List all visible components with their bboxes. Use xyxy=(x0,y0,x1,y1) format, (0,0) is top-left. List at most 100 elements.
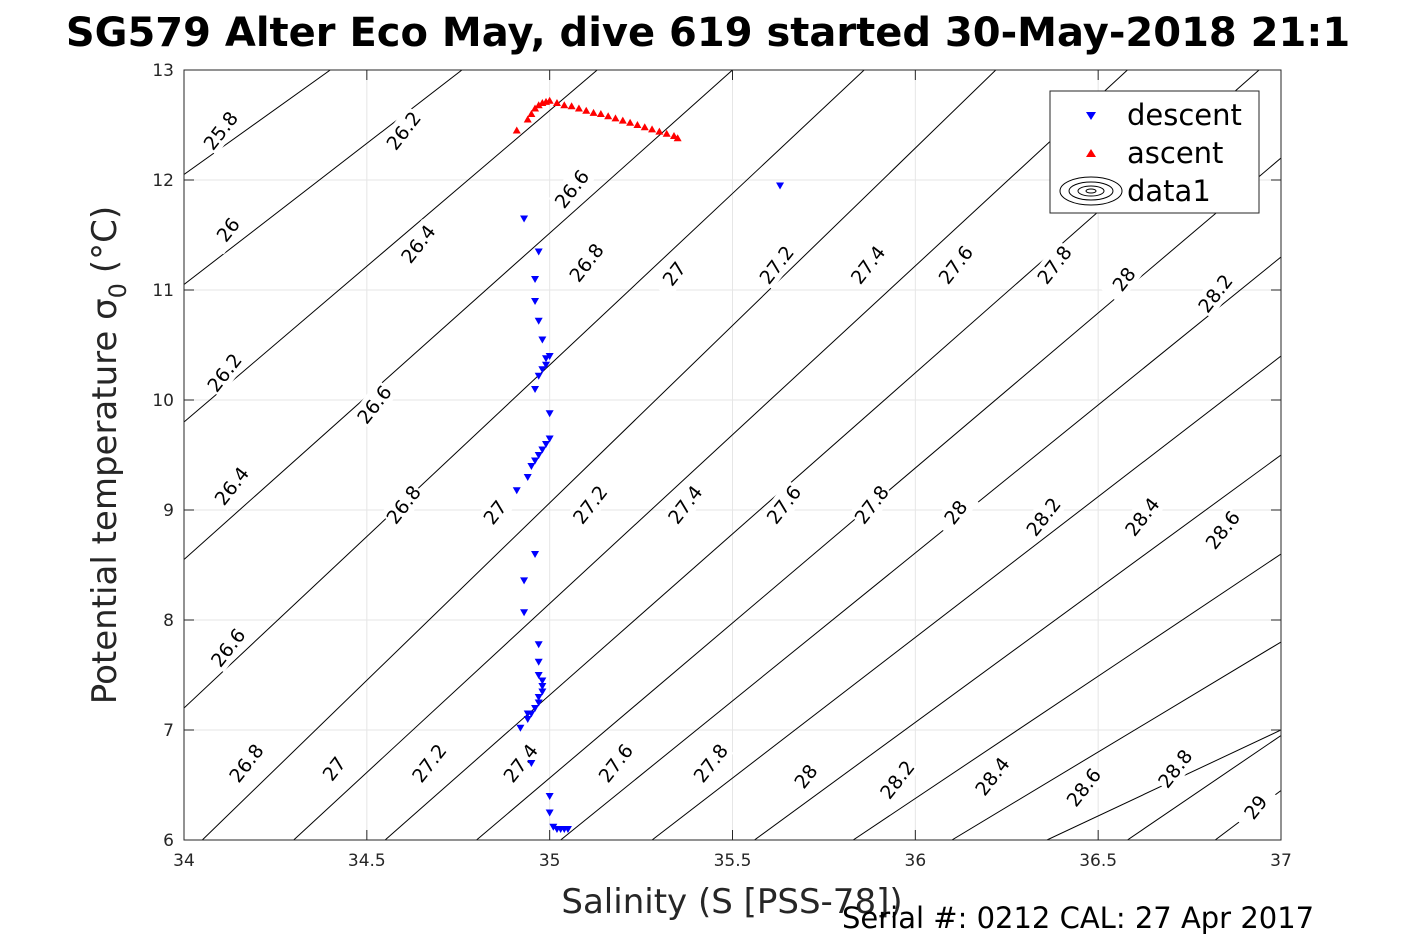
legend-data1-label: data1 xyxy=(1127,174,1211,208)
contour-label-bg xyxy=(760,479,807,530)
descent-point xyxy=(542,361,551,369)
contour-label-bg xyxy=(1192,268,1239,319)
legend-descent-marker xyxy=(1086,112,1096,120)
contour-label-bg xyxy=(223,738,270,788)
descent-point xyxy=(531,705,540,712)
descent-series xyxy=(512,182,785,833)
ascent-point xyxy=(589,108,598,116)
ascent-point xyxy=(662,129,671,137)
contour-label-bg xyxy=(1199,505,1246,555)
contour-label-bg xyxy=(753,239,800,290)
contour-label-bg xyxy=(380,479,427,530)
contour-label-bg xyxy=(204,622,251,673)
ascent-point xyxy=(604,112,613,120)
x-tick-label: 34 xyxy=(173,851,195,871)
contour-label-bg xyxy=(380,105,427,156)
descent-point xyxy=(531,276,540,283)
x-tick-label: 36.5 xyxy=(1079,851,1117,871)
contour-line xyxy=(754,454,1281,840)
contour-label-bg xyxy=(563,237,610,288)
x-ticks: 34 34.5 35 35.5 36 36.5 37 xyxy=(173,70,1292,871)
descent-point xyxy=(538,677,547,685)
contour-label-bg xyxy=(351,379,398,430)
legend-box xyxy=(1049,90,1260,214)
descent-point xyxy=(520,609,529,617)
descent-point xyxy=(545,435,554,443)
contour-line xyxy=(651,355,1281,840)
contour-label-bg xyxy=(208,461,255,511)
contour-label-bg xyxy=(497,738,544,788)
y-tick-label: 12 xyxy=(152,171,174,191)
contour-label-bg xyxy=(782,751,829,801)
contour-label-bg xyxy=(650,248,697,299)
descent-point xyxy=(542,441,551,448)
y-axis-label-main: Potential temperature σ xyxy=(85,298,125,704)
descent-point xyxy=(516,724,525,732)
legend-ascent-label: ascent xyxy=(1127,136,1223,170)
contour-line xyxy=(852,553,1281,840)
y-tick-label: 10 xyxy=(152,391,174,411)
descent-point xyxy=(534,641,543,649)
descent-point xyxy=(538,683,547,690)
contour-label-bg xyxy=(395,219,442,269)
contour-label-bg xyxy=(566,479,613,530)
ascent-point xyxy=(523,115,532,123)
ascent-point xyxy=(673,134,682,142)
y-tick-label: 13 xyxy=(152,61,174,81)
descent-point xyxy=(523,716,532,723)
y-axis-label-sub: 0 xyxy=(104,283,132,298)
y-ticks: 6 7 8 9 10 11 12 13 xyxy=(152,61,1281,851)
ascent-point xyxy=(655,127,664,135)
contour-label-bg xyxy=(1119,491,1166,542)
descent-point xyxy=(534,699,543,707)
legend-ascent-marker xyxy=(1086,149,1096,157)
descent-point xyxy=(545,793,554,800)
contour-label-bg xyxy=(201,347,248,398)
descent-point xyxy=(531,298,540,305)
ascent-point xyxy=(633,121,642,128)
contour-label-bg xyxy=(1020,491,1067,542)
y-tick-label: 8 xyxy=(163,611,174,631)
descent-point xyxy=(520,577,529,585)
ascent-point xyxy=(640,123,649,131)
ascent-point xyxy=(626,118,635,126)
contour-label-bg xyxy=(1100,254,1147,304)
contour-label-bg xyxy=(197,105,244,156)
ascent-point xyxy=(611,114,620,122)
ascent-point xyxy=(618,116,627,124)
contour-label-bg xyxy=(661,479,708,530)
descent-point xyxy=(538,336,547,344)
density-contours xyxy=(184,70,1281,840)
descent-point xyxy=(527,710,536,718)
ascent-point xyxy=(567,102,576,110)
y-tick-label: 9 xyxy=(163,501,174,521)
ascent-point xyxy=(648,125,657,133)
x-tick-label: 37 xyxy=(1270,851,1292,871)
descent-point xyxy=(534,372,543,380)
contour-label-bg xyxy=(932,239,979,290)
contour-line xyxy=(201,70,997,840)
descent-point xyxy=(527,463,536,470)
descent-point xyxy=(531,386,540,393)
contour-line xyxy=(184,70,733,560)
descent-point xyxy=(531,551,540,558)
y-axis-label: Potential temperature σ0 (°C) xyxy=(85,206,132,704)
contour-label-bg xyxy=(405,738,452,788)
contour-label-bg xyxy=(548,164,595,214)
ascent-point xyxy=(545,96,554,104)
descent-point xyxy=(534,248,543,256)
contour-label-bg xyxy=(1060,762,1107,812)
contour-label-bg xyxy=(592,738,639,788)
descent-point xyxy=(545,410,554,418)
contour-line xyxy=(184,70,598,423)
descent-point xyxy=(520,215,529,223)
x-tick-label: 34.5 xyxy=(348,851,386,871)
contour-line xyxy=(293,70,1128,840)
contour-label-bg xyxy=(848,479,895,530)
contour-label-bg xyxy=(471,487,518,537)
contour-label-bg xyxy=(1232,782,1279,832)
x-axis-label: Salinity (S [PSS-78]) xyxy=(561,882,902,922)
chart-title: SG579 Alter Eco May, dive 619 started 30… xyxy=(66,10,1350,56)
contour-line xyxy=(184,70,463,285)
ascent-point xyxy=(560,101,569,109)
